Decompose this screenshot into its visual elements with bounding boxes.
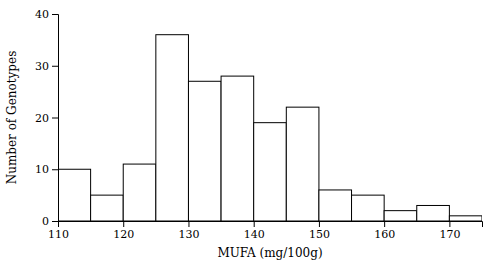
y-tick-label: 0 <box>42 215 49 228</box>
x-tick-label: 120 <box>113 228 134 241</box>
y-axis-line <box>52 15 59 222</box>
bar <box>417 205 450 221</box>
y-tick: 20 <box>35 112 58 125</box>
x-tick-label: 170 <box>439 228 460 241</box>
x-tick-mark <box>254 221 255 227</box>
bar <box>319 190 352 221</box>
x-tick: 160 <box>374 221 395 241</box>
x-tick: 130 <box>178 221 199 241</box>
x-tick-label: 130 <box>178 228 199 241</box>
x-axis-title: MUFA (mg/100g) <box>217 246 322 260</box>
bars <box>58 35 482 221</box>
bar <box>449 216 482 221</box>
y-axis: 0 10 20 30 40 <box>35 8 59 228</box>
x-tick-label: 110 <box>48 228 69 241</box>
bar <box>286 107 319 221</box>
plot: 110 120 130 140 150 160 170 0 10 20 30 40 <box>35 8 483 241</box>
x-axis-line <box>59 222 483 228</box>
bar <box>91 195 124 221</box>
y-tick-label: 40 <box>35 8 49 21</box>
x-tick-mark <box>188 221 189 227</box>
x-tick: 140 <box>244 221 265 241</box>
bar <box>123 164 156 221</box>
y-tick-mark <box>52 66 58 67</box>
bar <box>188 81 221 221</box>
x-tick-mark <box>123 221 124 227</box>
x-tick: 150 <box>309 221 330 241</box>
y-tick: 0 <box>42 215 58 228</box>
y-tick-mark <box>52 118 58 119</box>
y-tick-mark <box>52 221 58 222</box>
x-tick: 110 <box>48 221 69 241</box>
bar <box>156 35 189 221</box>
y-tick: 40 <box>35 8 58 21</box>
bar <box>254 123 287 221</box>
y-tick: 10 <box>35 163 58 176</box>
bar <box>58 169 91 221</box>
y-tick-mark <box>52 14 58 15</box>
y-axis-title: Number of Genotypes <box>5 51 19 185</box>
y-tick-label: 30 <box>35 60 49 73</box>
y-tick-mark <box>52 169 58 170</box>
x-tick-label: 150 <box>309 228 330 241</box>
y-tick: 30 <box>35 60 58 73</box>
bar <box>221 76 254 221</box>
bar <box>352 195 385 221</box>
x-tick-mark <box>319 221 320 227</box>
y-tick-label: 10 <box>35 163 49 176</box>
x-tick-mark <box>449 221 450 227</box>
bar <box>384 211 417 221</box>
x-tick-label: 160 <box>374 228 395 241</box>
x-tick: 120 <box>113 221 134 241</box>
chart: 110 120 130 140 150 160 170 0 10 20 30 40 MUFA (mg/1… <box>0 0 500 265</box>
x-axis: 110 120 130 140 150 160 170 <box>48 221 483 241</box>
x-tick-mark <box>384 221 385 227</box>
y-tick-label: 20 <box>35 112 49 125</box>
x-tick: 170 <box>439 221 460 241</box>
x-tick-label: 140 <box>244 228 265 241</box>
